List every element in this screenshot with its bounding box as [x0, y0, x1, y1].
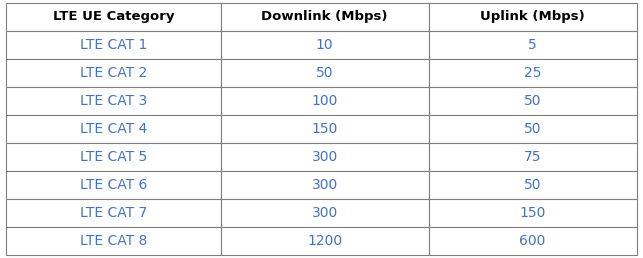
Text: 100: 100 — [311, 94, 338, 108]
Bar — [429, 115, 637, 143]
Text: Downlink (Mbps): Downlink (Mbps) — [262, 10, 388, 23]
Text: 300: 300 — [311, 206, 338, 220]
Text: LTE CAT 4: LTE CAT 4 — [80, 122, 147, 136]
Bar — [6, 171, 221, 199]
Bar — [221, 199, 429, 227]
Bar — [221, 31, 429, 59]
Bar — [429, 87, 637, 115]
Text: 1200: 1200 — [307, 234, 342, 248]
Bar — [429, 3, 637, 31]
Text: LTE CAT 3: LTE CAT 3 — [80, 94, 147, 108]
Bar — [429, 31, 637, 59]
Bar — [429, 143, 637, 171]
Text: LTE UE Category: LTE UE Category — [53, 10, 174, 23]
Text: LTE CAT 8: LTE CAT 8 — [80, 234, 147, 248]
Bar — [6, 143, 221, 171]
Bar — [6, 3, 221, 31]
Text: 300: 300 — [311, 178, 338, 192]
Bar — [221, 227, 429, 255]
Text: 300: 300 — [311, 150, 338, 164]
Bar — [6, 199, 221, 227]
Text: 150: 150 — [311, 122, 338, 136]
Text: 150: 150 — [520, 206, 546, 220]
Bar — [221, 59, 429, 87]
Bar — [221, 3, 429, 31]
Text: 600: 600 — [520, 234, 546, 248]
Bar — [6, 59, 221, 87]
Text: 50: 50 — [524, 122, 541, 136]
Bar — [6, 227, 221, 255]
Bar — [221, 115, 429, 143]
Bar — [429, 227, 637, 255]
Text: LTE CAT 7: LTE CAT 7 — [80, 206, 147, 220]
Bar — [429, 171, 637, 199]
Text: LTE CAT 2: LTE CAT 2 — [80, 66, 147, 80]
Text: 75: 75 — [524, 150, 541, 164]
Bar — [221, 143, 429, 171]
Bar — [6, 87, 221, 115]
Text: 5: 5 — [528, 38, 537, 52]
Bar — [6, 115, 221, 143]
Text: Uplink (Mbps): Uplink (Mbps) — [480, 10, 585, 23]
Text: LTE CAT 5: LTE CAT 5 — [80, 150, 147, 164]
Bar — [6, 31, 221, 59]
Bar — [429, 59, 637, 87]
Text: 10: 10 — [316, 38, 334, 52]
Text: 50: 50 — [524, 94, 541, 108]
Bar — [221, 87, 429, 115]
Text: 50: 50 — [524, 178, 541, 192]
Bar — [221, 171, 429, 199]
Text: 25: 25 — [524, 66, 541, 80]
Text: LTE CAT 1: LTE CAT 1 — [80, 38, 147, 52]
Text: LTE CAT 6: LTE CAT 6 — [80, 178, 147, 192]
Text: 50: 50 — [316, 66, 334, 80]
Bar — [429, 199, 637, 227]
